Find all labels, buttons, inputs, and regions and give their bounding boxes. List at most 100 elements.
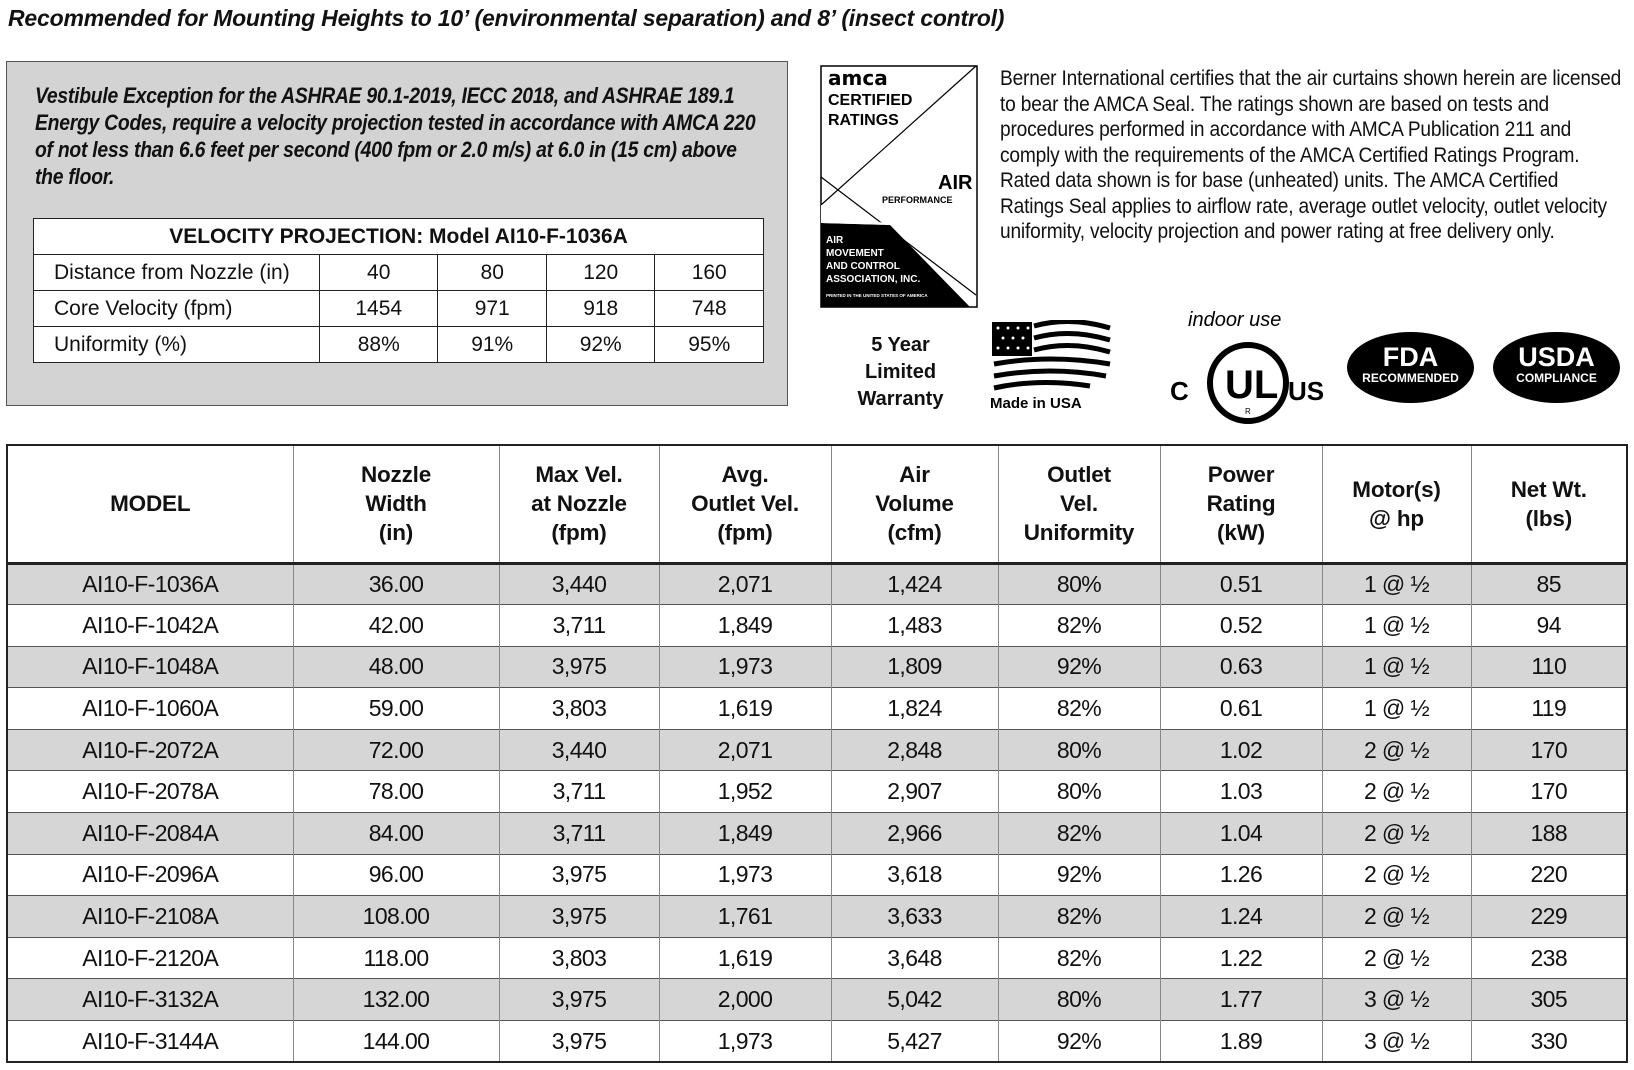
spec-cell: 0.63 [1159,645,1322,688]
spec-cell: 1.89 [1159,1020,1322,1063]
spec-cell: 1,973 [658,645,831,688]
spec-cell: 5,042 [830,978,998,1021]
spec-cell: 3,975 [498,645,659,688]
spec-cell: 72.00 [292,728,499,771]
spec-cell: 0.61 [1159,687,1322,730]
spec-cell: 80% [997,562,1160,605]
header-line: Net Wt. [1510,476,1587,502]
table-row: AI10-F-2096A 96.00 3,975 1,973 3,618 92% 1.26 2… [7,853,1627,896]
spec-cell: 84.00 [292,812,499,855]
usda-sublabel: COMPLIANCE [1516,371,1597,385]
column-header: Max Vel. at Nozzle (fpm) [498,445,659,565]
spec-cell: 2 @ ½ [1321,853,1471,896]
spec-cell: 82% [997,936,1160,979]
svg-text:ASSOCIATION, INC.: ASSOCIATION, INC. [826,274,920,285]
svg-text:indoor use: indoor use [1188,309,1281,331]
table-row: AI10-F-1036A 36.00 3,440 2,071 1,424 80% 0.51 1… [7,562,1627,605]
spec-cell: 1 @ ½ [1321,562,1471,605]
spec-cell: 132.00 [292,978,499,1021]
header-line: (fpm) [551,520,607,546]
header-line: Uniformity [1023,520,1135,546]
spec-cell: 0.51 [1159,562,1322,605]
spec-cell: 1.26 [1159,853,1322,896]
svg-text:PRINTED IN THE UNITED STATES O: PRINTED IN THE UNITED STATES OF AMERICA [826,293,928,298]
spec-cell: 118.00 [292,936,499,979]
row-label: Uniformity (%) [33,326,320,363]
spec-cell: 1,849 [658,604,831,647]
velocity-row: Uniformity (%) 88% 91% 92% 95% [33,326,764,363]
spec-cell: 1 @ ½ [1321,604,1471,647]
spec-cell: 238 [1470,936,1627,979]
table-row: AI10-F-2108A 108.00 3,975 1,761 3,633 82% 1.24… [7,895,1627,938]
spec-cell: 94 [1470,604,1627,647]
spec-cell: 5,427 [830,1020,998,1063]
spec-cell: 82% [997,687,1160,730]
spec-cell: 3,618 [830,853,998,896]
model-cell: AI10-F-2108A [7,895,293,938]
spec-cell: 3 @ ½ [1321,1020,1471,1063]
velocity-projection-table: VELOCITY PROJECTION: Model AI10-F-1036A … [33,218,764,363]
spec-cell: 3,975 [498,978,659,1021]
spec-cell: 1.22 [1159,936,1322,979]
spec-cell: 82% [997,604,1160,647]
header-line: MODEL [110,491,191,517]
header-line: (in) [378,520,414,546]
spec-cell: 3,975 [498,853,659,896]
spec-cell: 85 [1470,562,1627,605]
spec-cell: 3,711 [498,770,659,813]
spec-cell: 3,975 [498,1020,659,1063]
header-line: (lbs) [1525,505,1573,531]
header-line: (cfm) [887,520,942,546]
spec-cell: 92% [997,853,1160,896]
header-line: Rating [1206,491,1276,517]
usda-compliance-badge: USDA COMPLIANCE [1493,332,1620,403]
spec-cell: 1,952 [658,770,831,813]
velocity-row: Core Velocity (fpm) 1454 971 918 748 [33,290,764,327]
spec-cell: 1.02 [1159,728,1322,771]
spec-cell: 1,973 [658,1020,831,1063]
specifications-table: MODEL Nozzle Width (in) Max Vel. at Nozzle (fp… [6,444,1628,1064]
velocity-row: Distance from Nozzle (in) 40 80 120 160 [33,254,764,291]
column-header: Net Wt. (lbs) [1470,445,1627,565]
spec-cell: 2,907 [830,770,998,813]
spec-cell: 2,000 [658,978,831,1021]
table-row: AI10-F-2072A 72.00 3,440 2,071 2,848 80% 1.02 2… [7,728,1627,771]
warranty-line: Warranty [857,388,944,410]
model-cell: AI10-F-2084A [7,812,293,855]
header-line: Max Vel. [535,462,623,488]
spec-cell: 80% [997,978,1160,1021]
spec-cell: 1,824 [830,687,998,730]
table-row: AI10-F-2078A 78.00 3,711 1,952 2,907 80% 1.03 2… [7,770,1627,813]
certification-text: Berner International certifies that the … [1000,66,1622,243]
spec-cell: 82% [997,812,1160,855]
model-cell: AI10-F-1060A [7,687,293,730]
spec-cell: 2 @ ½ [1321,770,1471,813]
spec-cell: 3,975 [498,895,659,938]
velocity-cell: 971 [437,290,547,327]
spec-cell: 330 [1470,1020,1627,1063]
velocity-table-caption: VELOCITY PROJECTION: Model AI10-F-1036A [33,218,764,255]
usda-label: USDA [1518,342,1595,372]
spec-cell: 3,440 [498,728,659,771]
svg-text:AIR: AIR [826,235,844,246]
vestibule-text: Vestibule Exception for the ASHRAE 90.1-… [35,83,756,189]
spec-cell: 2 @ ½ [1321,895,1471,938]
spec-cell: 2,966 [830,812,998,855]
velocity-cell: 91% [437,326,547,363]
velocity-cell: 40 [318,254,439,291]
table-row: AI10-F-1048A 48.00 3,975 1,973 1,809 92% 0.63 1… [7,645,1627,688]
header-line: Vel. [1060,491,1098,517]
spec-cell: 2 @ ½ [1321,812,1471,855]
spec-cell: 3,633 [830,895,998,938]
velocity-cell: 92% [545,326,656,363]
svg-text:C: C [1170,376,1189,406]
spec-cell: 3,803 [498,687,659,730]
spec-cell: 3,711 [498,604,659,647]
spec-cell: 2 @ ½ [1321,728,1471,771]
header-line: Motor(s) [1352,476,1441,502]
spec-cell: 36.00 [292,562,499,605]
spec-cell: 1 @ ½ [1321,687,1471,730]
spec-cell: 0.52 [1159,604,1322,647]
spec-cell: 305 [1470,978,1627,1021]
spec-cell: 119 [1470,687,1627,730]
